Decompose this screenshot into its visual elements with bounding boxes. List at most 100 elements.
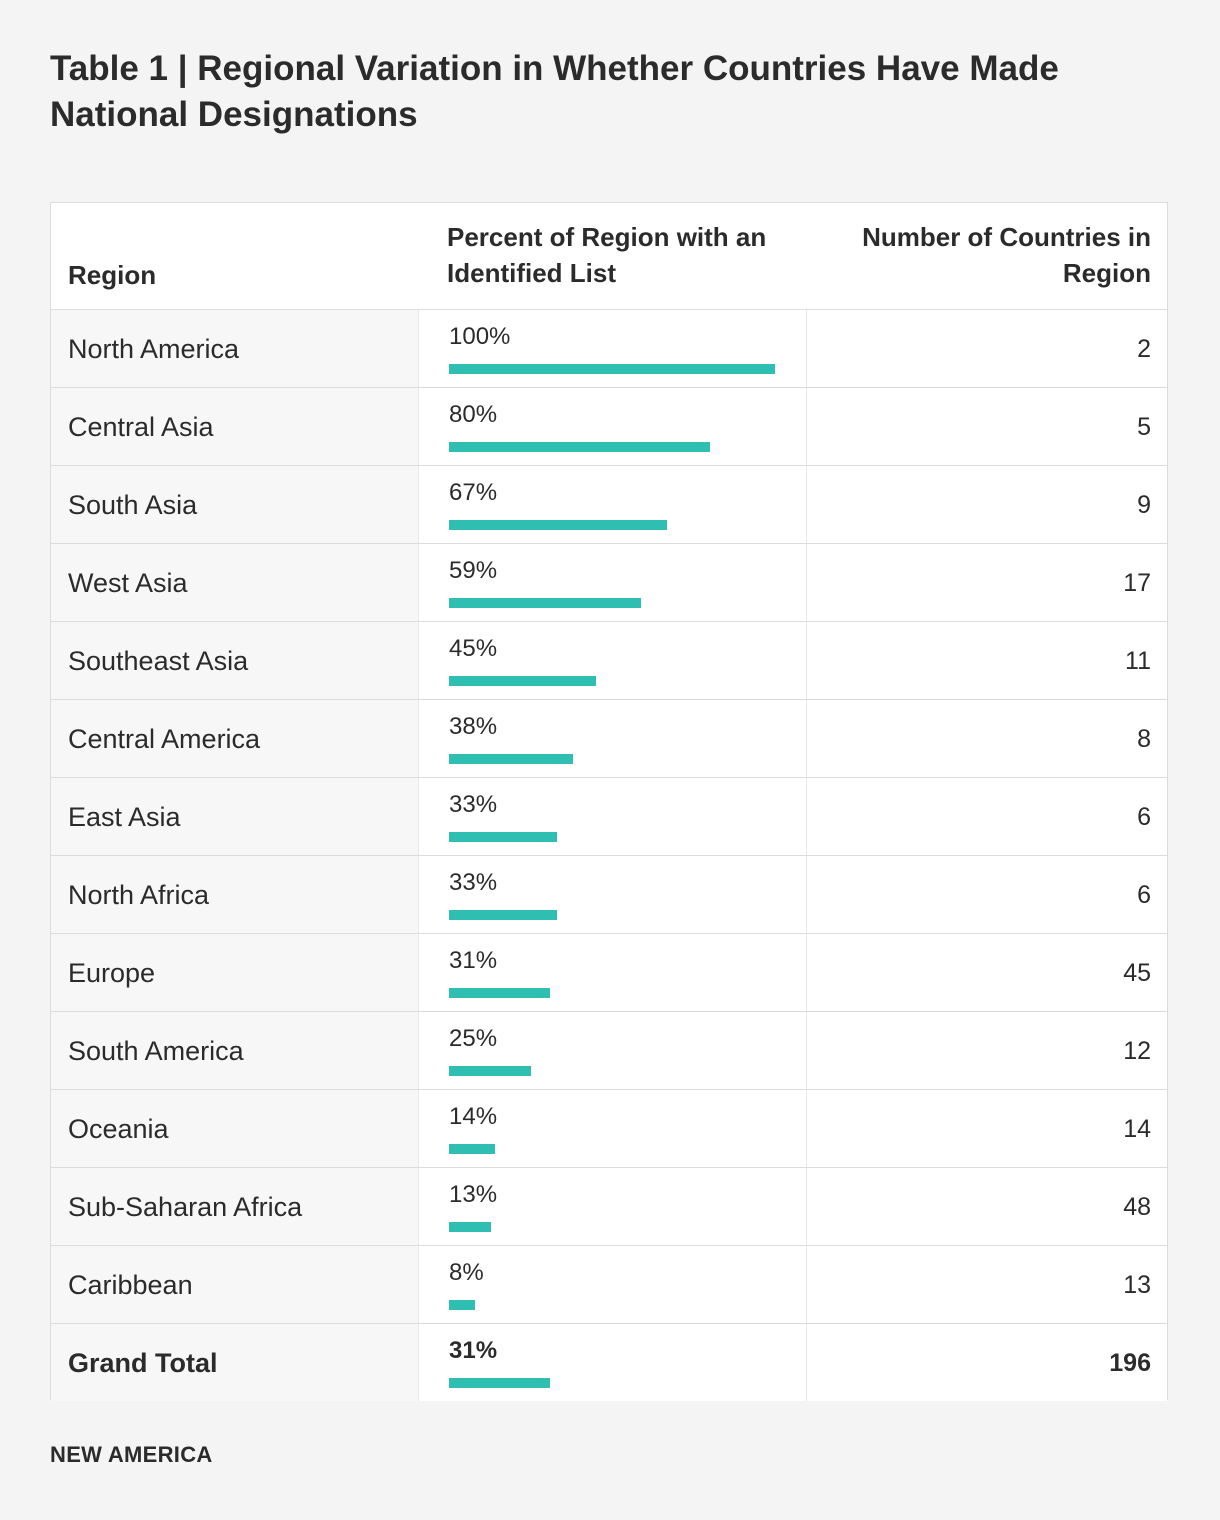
count-cell: 17 (807, 544, 1167, 621)
table-row: Sub-Saharan Africa 13% 48 (51, 1167, 1167, 1245)
country-count: 9 (1137, 491, 1151, 519)
count-cell: 6 (807, 778, 1167, 855)
percent-cell: 8% (419, 1246, 807, 1323)
table-total-row: Grand Total 31% 196 (51, 1323, 1167, 1401)
percent-cell: 13% (419, 1168, 807, 1245)
count-cell: 14 (807, 1090, 1167, 1167)
percent-label: 45% (449, 635, 498, 662)
percent-label: 59% (449, 557, 498, 584)
country-count: 6 (1137, 881, 1151, 909)
percent-label: 13% (449, 1181, 498, 1208)
region-cell: South America (51, 1012, 419, 1089)
percent-label: 100% (449, 323, 511, 350)
region-label: Grand Total (68, 1348, 218, 1378)
country-count: 196 (1109, 1349, 1151, 1377)
region-cell: Caribbean (51, 1246, 419, 1323)
country-count: 48 (1123, 1193, 1151, 1221)
percent-bar (449, 442, 710, 452)
table-row: Central America 38% 8 (51, 699, 1167, 777)
percent-bar (449, 832, 557, 842)
region-cell: Central America (51, 700, 419, 777)
region-cell: Oceania (51, 1090, 419, 1167)
percent-bar (449, 988, 550, 998)
table-row: West Asia 59% 17 (51, 543, 1167, 621)
region-cell: North Africa (51, 856, 419, 933)
country-count: 11 (1125, 647, 1151, 675)
region-label: South America (68, 1036, 244, 1066)
region-cell: North America (51, 310, 419, 387)
count-cell: 11 (807, 622, 1167, 699)
region-label: Europe (68, 958, 156, 988)
region-label: West Asia (68, 568, 188, 598)
percent-cell: 14% (419, 1090, 807, 1167)
table-row: South Asia 67% 9 (51, 465, 1167, 543)
count-cell: 8 (807, 700, 1167, 777)
country-count: 13 (1123, 1271, 1151, 1299)
percent-label: 33% (449, 791, 498, 818)
percent-label: 38% (449, 713, 498, 740)
count-cell: 13 (807, 1246, 1167, 1323)
region-label: Sub-Saharan Africa (68, 1192, 303, 1222)
percent-label: 67% (449, 479, 498, 506)
percent-label: 33% (449, 869, 498, 896)
region-label: Oceania (68, 1114, 169, 1144)
percent-cell: 67% (419, 466, 807, 543)
region-label: East Asia (68, 802, 181, 832)
country-count: 45 (1123, 959, 1151, 987)
region-table: Region Percent of Region with an Identif… (50, 202, 1168, 1401)
percent-bar (449, 1066, 531, 1076)
country-count: 12 (1123, 1037, 1151, 1065)
country-count: 6 (1137, 803, 1151, 831)
percent-cell: 33% (419, 856, 807, 933)
percent-cell: 59% (419, 544, 807, 621)
count-cell: 6 (807, 856, 1167, 933)
percent-bar (449, 1378, 550, 1388)
header-cell-count: Number of Countries in Region (807, 203, 1167, 309)
count-cell: 9 (807, 466, 1167, 543)
table-row: North America 100% 2 (51, 309, 1167, 387)
percent-label: 14% (449, 1103, 498, 1130)
percent-bar (449, 1222, 491, 1232)
percent-bar (449, 676, 596, 686)
table-row: North Africa 33% 6 (51, 855, 1167, 933)
region-label: Southeast Asia (68, 646, 249, 676)
percent-cell: 100% (419, 310, 807, 387)
table-row: Oceania 14% 14 (51, 1089, 1167, 1167)
table-row: East Asia 33% 6 (51, 777, 1167, 855)
table-row: Europe 31% 45 (51, 933, 1167, 1011)
percent-cell: 45% (419, 622, 807, 699)
table-row: Caribbean 8% 13 (51, 1245, 1167, 1323)
percent-bar (449, 364, 775, 374)
region-cell: South Asia (51, 466, 419, 543)
country-count: 8 (1137, 725, 1151, 753)
region-label: Central America (68, 724, 261, 754)
region-cell: East Asia (51, 778, 419, 855)
region-cell: West Asia (51, 544, 419, 621)
percent-cell: 38% (419, 700, 807, 777)
region-label: North America (68, 334, 240, 364)
region-label: North Africa (68, 880, 210, 910)
percent-bar (449, 598, 641, 608)
count-cell: 12 (807, 1012, 1167, 1089)
table-header-row: Region Percent of Region with an Identif… (51, 203, 1167, 309)
region-cell: Europe (51, 934, 419, 1011)
percent-bar (449, 1300, 475, 1310)
percent-cell: 80% (419, 388, 807, 465)
header-cell-region: Region (51, 203, 419, 309)
count-cell: 48 (807, 1168, 1167, 1245)
region-label: Caribbean (68, 1270, 193, 1300)
table-row: South America 25% 12 (51, 1011, 1167, 1089)
table-row: Southeast Asia 45% 11 (51, 621, 1167, 699)
table-row: Central Asia 80% 5 (51, 387, 1167, 465)
percent-bar (449, 910, 557, 920)
percent-label: 31% (449, 1337, 498, 1364)
percent-label: 80% (449, 401, 498, 428)
percent-cell: 25% (419, 1012, 807, 1089)
count-cell: 2 (807, 310, 1167, 387)
country-count: 17 (1123, 569, 1151, 597)
page-title: Table 1 | Regional Variation in Whether … (50, 49, 1059, 134)
region-cell: Central Asia (51, 388, 419, 465)
country-count: 2 (1137, 335, 1151, 363)
header-percent-label: Percent of Region with an Identified Lis… (447, 222, 767, 288)
percent-cell: 33% (419, 778, 807, 855)
